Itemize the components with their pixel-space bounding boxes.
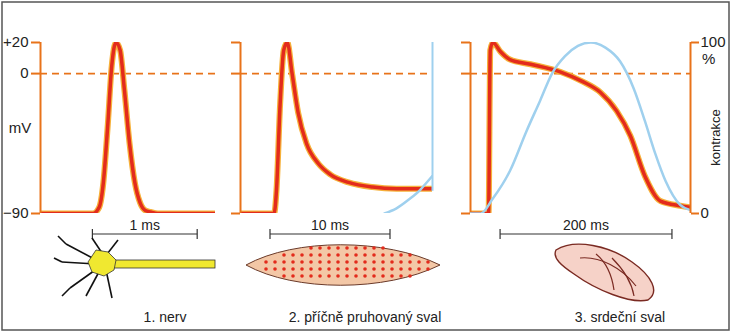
svg-text:mV: mV (9, 119, 32, 136)
svg-text:3. srdeční sval: 3. srdeční sval (575, 309, 665, 325)
svg-text:0: 0 (701, 204, 709, 221)
svg-text:100: 100 (701, 33, 726, 50)
svg-text:%: % (702, 50, 715, 67)
svg-text:10 ms: 10 ms (311, 217, 349, 233)
svg-text:0: 0 (20, 64, 28, 81)
svg-text:+20: +20 (3, 33, 28, 50)
svg-text:200 ms: 200 ms (563, 217, 609, 233)
svg-text:1. nerv: 1. nerv (144, 309, 187, 325)
svg-text:kontrakce: kontrakce (708, 109, 723, 165)
svg-text:−90: −90 (3, 204, 28, 221)
svg-text:1 ms: 1 ms (130, 217, 160, 233)
svg-text:2. příčně pruhovaný sval: 2. příčně pruhovaný sval (289, 309, 442, 325)
